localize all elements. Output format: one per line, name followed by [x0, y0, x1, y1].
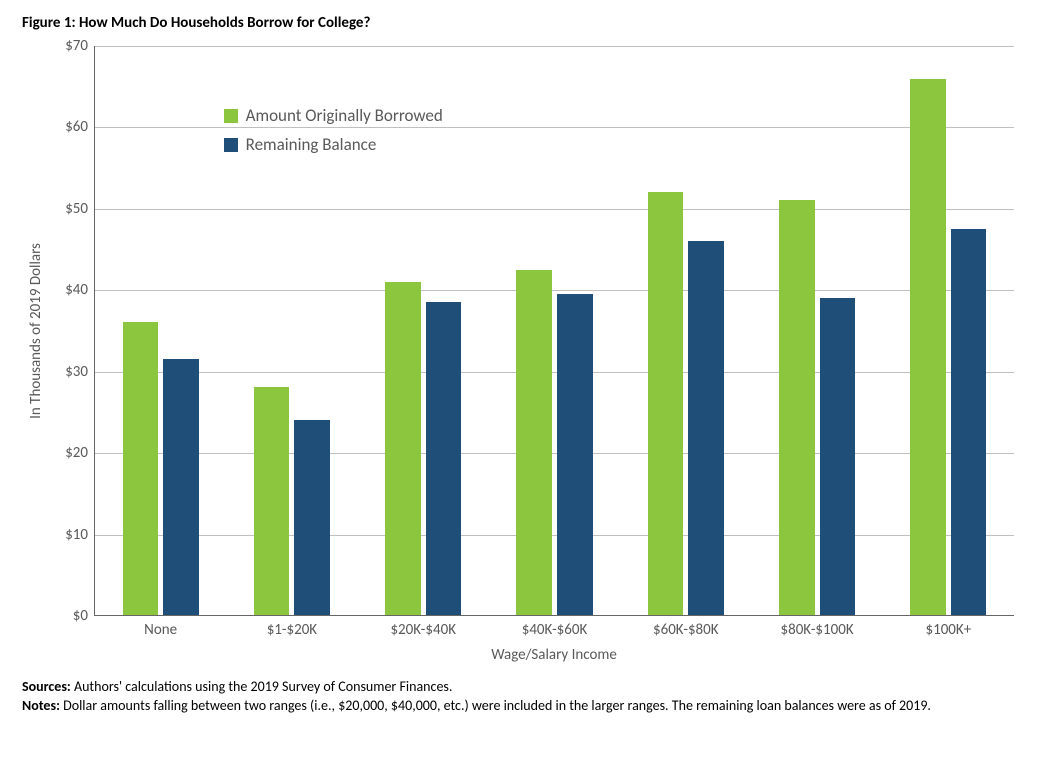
legend-swatch	[224, 109, 238, 123]
notes-line: Notes: Dollar amounts falling between tw…	[22, 697, 1022, 716]
bar-group: $20K-$40K	[381, 46, 466, 615]
sources-text: Authors' calculations using the 2019 Sur…	[71, 678, 453, 695]
y-tick-label: $40	[28, 281, 88, 299]
y-tick-label: $60	[28, 118, 88, 136]
x-tick-label: $1-$20K	[233, 615, 351, 639]
y-tick-label: $20	[28, 444, 88, 462]
x-tick-label: None	[101, 615, 219, 639]
bar	[688, 241, 724, 615]
bar-group: $60K-$80K	[644, 46, 729, 615]
notes-text: Dollar amounts falling between two range…	[60, 697, 931, 714]
x-tick-label: $60K-$80K	[627, 615, 745, 639]
bar	[648, 192, 684, 615]
y-tick-label: $30	[28, 363, 88, 381]
x-axis-title: Wage/Salary Income	[94, 646, 1014, 664]
x-tick-label: $40K-$60K	[495, 615, 613, 639]
bar	[385, 282, 421, 615]
bar-group: $100K+	[906, 46, 991, 615]
bar	[820, 298, 856, 615]
y-tick-label: $10	[28, 526, 88, 544]
sources-line: Sources: Authors' calculations using the…	[22, 678, 1022, 697]
y-tick-label: $0	[28, 607, 88, 625]
bar-group: None	[118, 46, 203, 615]
bar	[254, 387, 290, 615]
notes-label: Notes:	[22, 697, 60, 714]
bar	[163, 359, 199, 615]
bar	[779, 200, 815, 615]
bar	[910, 79, 946, 615]
x-tick-label: $80K-$100K	[758, 615, 876, 639]
chart-container: In Thousands of 2019 Dollars Amount Orig…	[22, 38, 1022, 668]
figure-footer: Sources: Authors' calculations using the…	[22, 678, 1022, 716]
bar	[123, 322, 159, 615]
plot-area: Amount Originally BorrowedRemaining Bala…	[94, 46, 1014, 616]
y-tick-label: $50	[28, 200, 88, 218]
y-tick-label: $70	[28, 37, 88, 55]
x-tick-label: $20K-$40K	[364, 615, 482, 639]
bar	[951, 229, 987, 615]
sources-label: Sources:	[22, 678, 71, 695]
bar	[516, 270, 552, 615]
bar-group: $1-$20K	[250, 46, 335, 615]
bar	[557, 294, 593, 615]
bar	[426, 302, 462, 615]
figure-title: Figure 1: How Much Do Households Borrow …	[22, 14, 1022, 32]
bar-group: $40K-$60K	[512, 46, 597, 615]
bar	[294, 420, 330, 615]
x-tick-label: $100K+	[889, 615, 1007, 639]
legend-swatch	[224, 138, 238, 152]
y-axis-title: In Thousands of 2019 Dollars	[27, 243, 45, 419]
bar-group: $80K-$100K	[775, 46, 860, 615]
